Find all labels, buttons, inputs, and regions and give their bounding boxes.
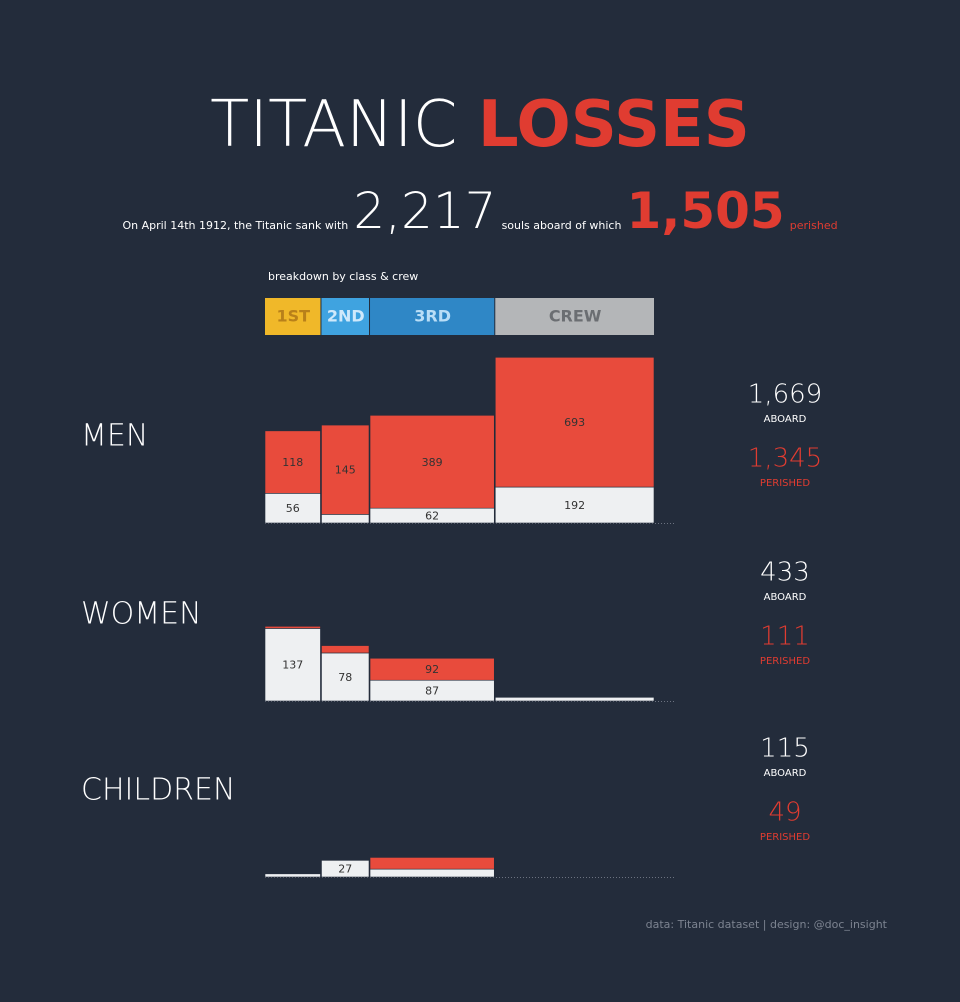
- perished-label: PERISHED: [760, 478, 810, 489]
- segment: [369, 857, 495, 870]
- class-header: [370, 298, 495, 335]
- footer: data: Titanic dataset | design: @doc_ins…: [646, 918, 888, 931]
- class-header: [265, 298, 321, 335]
- segment-label: 145: [335, 464, 356, 477]
- class-header-label: 2ND: [327, 307, 365, 326]
- segment: [321, 424, 370, 515]
- total-perished: 1,505: [627, 182, 785, 240]
- segment-label: 118: [282, 456, 303, 469]
- segment-label: 27: [338, 863, 352, 876]
- group-label: CHILDREN: [81, 773, 235, 808]
- segment: [264, 626, 321, 629]
- class-header-label: CREW: [549, 307, 602, 326]
- aboard-total: 433: [760, 558, 810, 588]
- segment: [369, 868, 495, 878]
- group-label: WOMEN: [81, 597, 202, 632]
- segment-label: 192: [564, 499, 585, 512]
- title-group: TITANIC LOSSES: [210, 88, 750, 162]
- class-header: [495, 298, 654, 335]
- subtitle-end: perished: [790, 219, 838, 232]
- total-aboard: 2,217: [353, 182, 496, 240]
- subtitle: On April 14th 1912, the Titanic sank wit…: [122, 182, 837, 240]
- perished-label: PERISHED: [760, 832, 810, 843]
- segment: [369, 657, 495, 681]
- group-label: MEN: [81, 419, 148, 454]
- segment: [321, 860, 370, 878]
- title-highlight: LOSSES: [478, 88, 750, 162]
- segment: [321, 645, 370, 654]
- segment: [321, 514, 370, 524]
- segment: [494, 357, 655, 488]
- class-header-label: 3RD: [414, 307, 451, 326]
- perished-label: PERISHED: [760, 656, 810, 667]
- segment-label: 87: [425, 685, 439, 698]
- class-header: [321, 298, 370, 335]
- segment-label: 389: [422, 456, 443, 469]
- segment: [321, 652, 370, 702]
- segment-label: 78: [338, 671, 352, 684]
- segment-label: 137: [282, 659, 303, 672]
- segment-label: 56: [286, 502, 300, 515]
- segment-label: 92: [425, 663, 439, 676]
- segment: [494, 696, 655, 698]
- class-header-label: 1ST: [276, 307, 310, 326]
- segment: [264, 873, 321, 878]
- segment: [264, 430, 321, 494]
- segment: [494, 696, 655, 702]
- segment-label: 62: [425, 510, 439, 523]
- aboard-total: 1,669: [748, 380, 822, 410]
- perished-total: 1,345: [748, 444, 822, 474]
- aboard-total: 115: [760, 734, 810, 764]
- segment: [369, 415, 495, 509]
- aboard-label: ABOARD: [764, 592, 807, 603]
- breakdown-label: breakdown by class & crew: [268, 270, 418, 283]
- aboard-label: ABOARD: [764, 768, 807, 779]
- segment: [264, 493, 321, 524]
- aboard-label: ABOARD: [764, 414, 807, 425]
- segment-label: 693: [564, 416, 585, 429]
- perished-total: 111: [760, 622, 810, 652]
- subtitle-middle: souls aboard of which: [502, 219, 622, 232]
- perished-total: 49: [768, 798, 801, 828]
- title: TITANIC: [210, 88, 457, 162]
- subtitle-start: On April 14th 1912, the Titanic sank wit…: [122, 219, 348, 232]
- segment: [264, 628, 321, 702]
